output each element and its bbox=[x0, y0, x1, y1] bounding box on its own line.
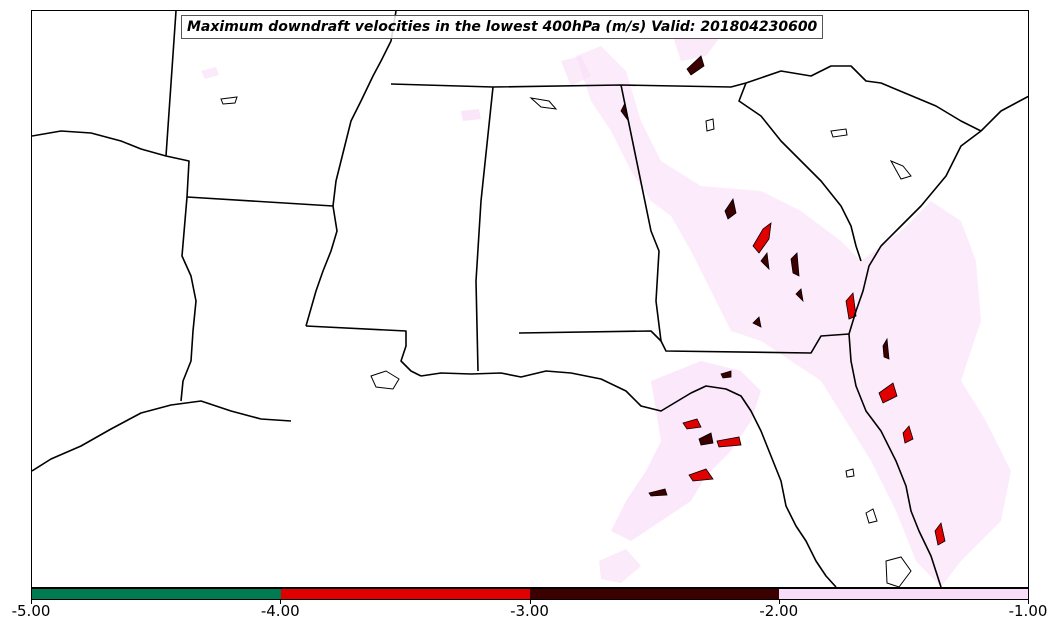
colorbar-tick-label: -5.00 bbox=[11, 602, 51, 620]
colorbar-tick bbox=[31, 600, 32, 604]
downdraft-strong-cells bbox=[620, 55, 946, 546]
downdraft-weak-areas bbox=[201, 21, 1011, 587]
map-panel bbox=[31, 10, 1029, 588]
colorbar bbox=[31, 588, 1029, 600]
colorbar-tick bbox=[778, 600, 780, 604]
state-boundaries bbox=[32, 11, 1028, 587]
colorbar-tick bbox=[280, 600, 282, 604]
colorbar-tick-label: -3.00 bbox=[510, 602, 549, 620]
colorbar-segment bbox=[530, 589, 779, 599]
colorbar-segment bbox=[779, 589, 1028, 599]
colorbar-tick-label: -1.00 bbox=[1008, 602, 1048, 620]
colorbar-tick-label: -2.00 bbox=[759, 602, 799, 620]
map-title: Maximum downdraft velocities in the lowe… bbox=[181, 15, 824, 39]
colorbar-tick-label: -4.00 bbox=[260, 602, 300, 620]
colorbar-tick bbox=[1028, 600, 1029, 604]
colorbar-segment bbox=[281, 589, 530, 599]
lakes-and-islands bbox=[220, 96, 912, 587]
colorbar-segment bbox=[32, 589, 281, 599]
colorbar-tick bbox=[529, 600, 531, 604]
map-canvas bbox=[32, 11, 1028, 587]
